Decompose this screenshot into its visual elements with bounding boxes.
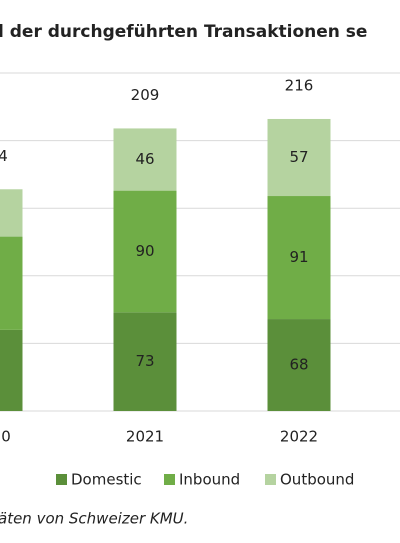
bar-segment: [113, 312, 177, 411]
data-label: 91: [289, 248, 308, 266]
total-label: 216: [285, 76, 314, 94]
legend-swatch: [265, 474, 276, 485]
data-label: 35: [0, 203, 1, 221]
bar-segment: [113, 190, 177, 313]
total-label: 4: [0, 147, 8, 165]
data-label: 69: [0, 274, 1, 292]
data-label: 73: [135, 352, 154, 370]
x-tick-label: 0: [1, 428, 11, 446]
legend-label: Outbound: [280, 471, 354, 489]
bar-segment: [0, 236, 23, 330]
bar-segment: [267, 196, 331, 320]
data-label: 57: [289, 148, 308, 166]
legend-label: Inbound: [179, 471, 240, 489]
x-tick-label: 2021: [126, 428, 164, 446]
total-label: 209: [131, 86, 160, 104]
source-note: äten von Schweizer KMU.: [0, 510, 188, 528]
data-label: 46: [135, 150, 154, 168]
legend-label: Domestic: [71, 471, 142, 489]
bar-segment: [0, 329, 23, 411]
bar-segment: [0, 189, 23, 237]
legend-swatch: [56, 474, 67, 485]
bar-segment: [267, 118, 331, 197]
x-tick-label: 2022: [280, 428, 318, 446]
legend-swatch: [164, 474, 175, 485]
bar-segment: [113, 128, 177, 191]
data-label: 90: [135, 242, 154, 260]
data-label: 68: [289, 356, 308, 374]
chart-title: l der durchgeführten Transaktionen se: [0, 22, 367, 42]
data-label: 60: [0, 361, 1, 379]
bar-segment: [267, 319, 331, 411]
